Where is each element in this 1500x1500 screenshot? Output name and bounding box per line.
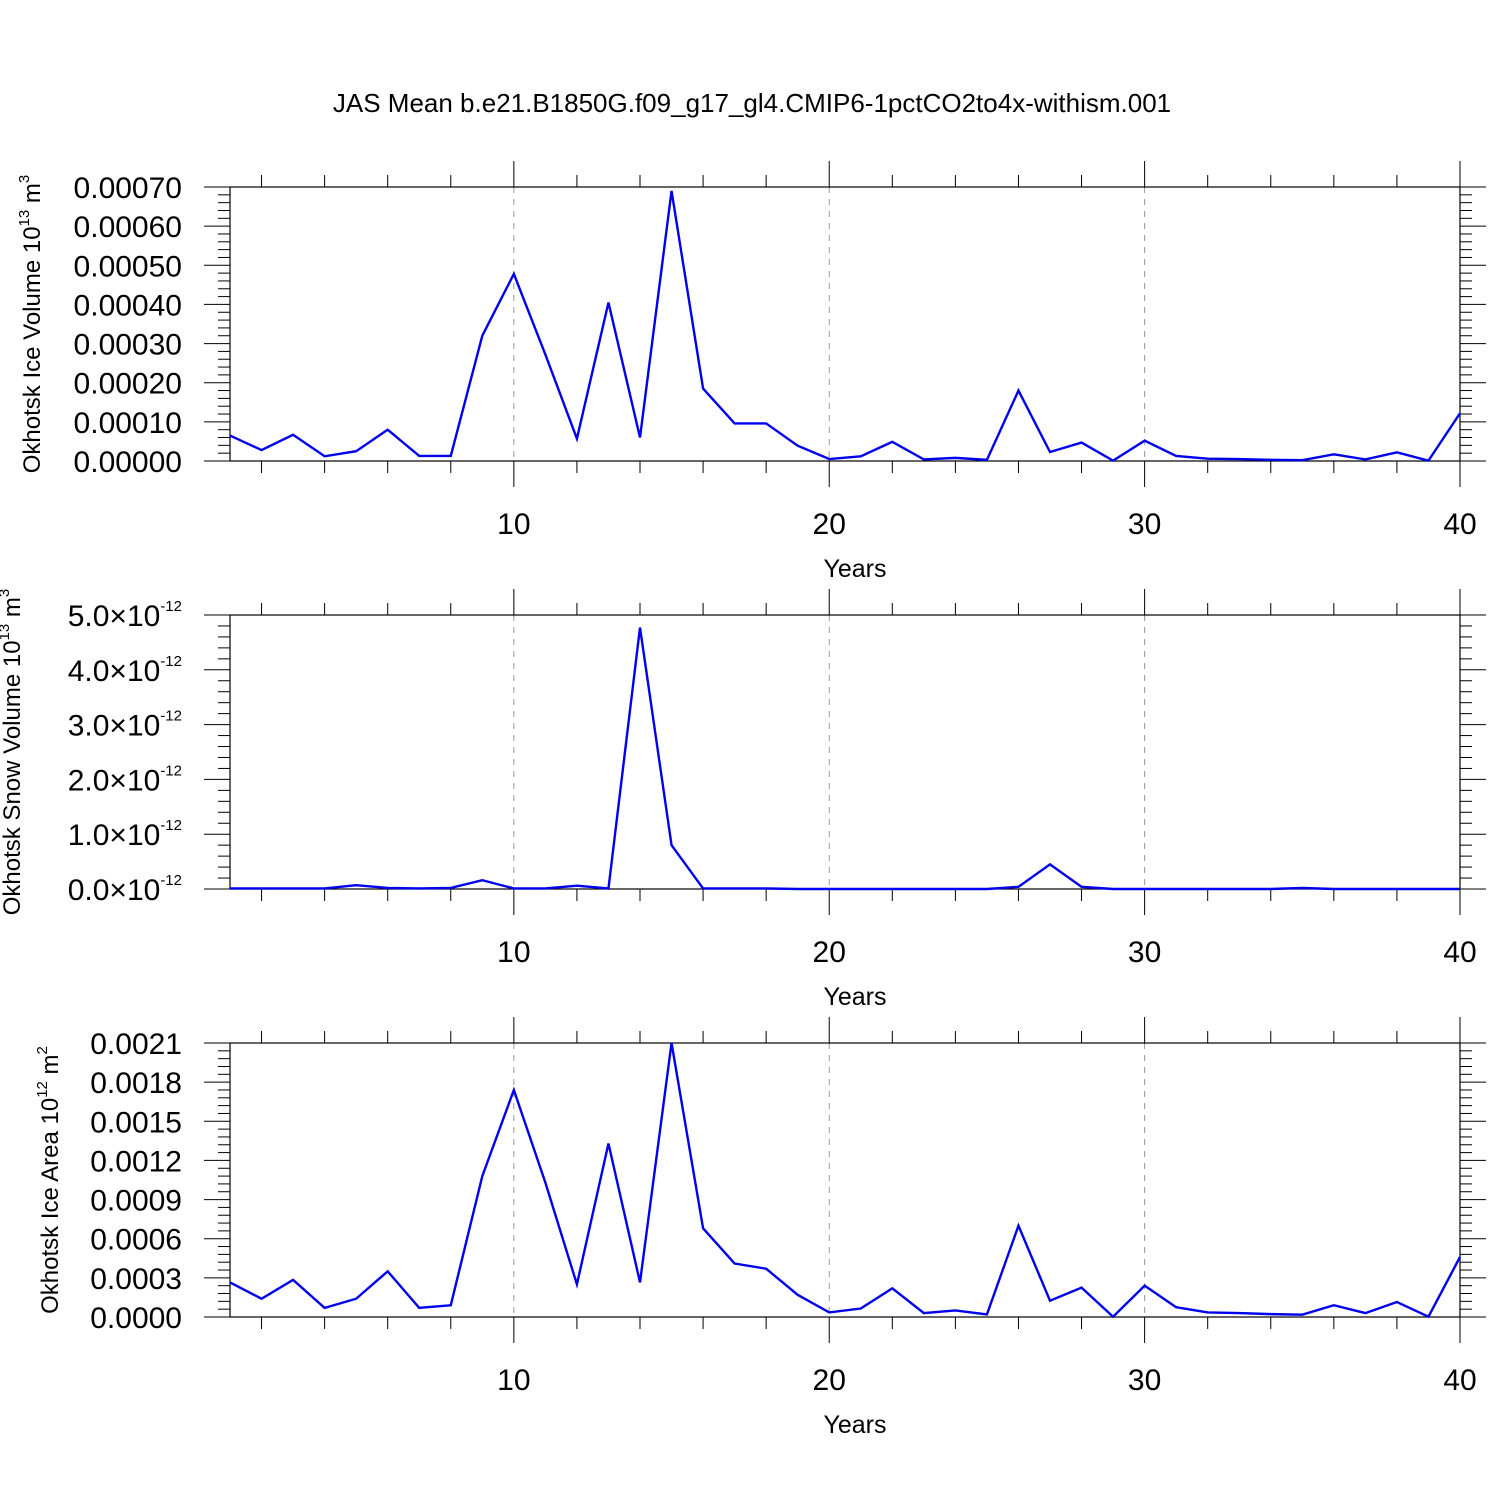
- panel-2: 10 20 30 40 0.0×10-12 1.0×10-12 2.0×10-12 3.0×1…: [0, 589, 1486, 1011]
- y-tick-label: 1.0×10-12: [68, 817, 182, 852]
- panel-3: 10 20 30 40 0.0000 0.0003 0.0006 0.0009 0.0012 0.…: [34, 1017, 1486, 1439]
- y-tick-label: 0.00010: [74, 407, 182, 440]
- y-tick-label: 0.00070: [74, 172, 182, 205]
- x-axis-label: Years: [823, 983, 886, 1011]
- y-tick-label: 0.00050: [74, 250, 182, 283]
- y-tick-label: 0.00030: [74, 329, 182, 362]
- panel-1: 10 20 30 40 0.00000 0.00010 0.00020 0.00030 0.00…: [16, 161, 1486, 583]
- x-tick-label: 10: [497, 508, 530, 541]
- y-axis-label: Okhotsk Snow Volume 1013 m3: [0, 589, 26, 916]
- y-tick-label: 5.0×10-12: [68, 598, 182, 633]
- y-tick-label: 0.0021: [90, 1028, 182, 1061]
- x-tick-label: 10: [497, 1364, 530, 1397]
- plot-frame: [229, 614, 1461, 890]
- data-series-line: [229, 190, 1461, 463]
- x-tick-label: 30: [1128, 1364, 1161, 1397]
- y-tick-label: 3.0×10-12: [68, 708, 182, 743]
- y-tick-label: 0.0006: [90, 1224, 182, 1257]
- x-tick-label: 20: [813, 936, 846, 969]
- x-tick-label: 20: [813, 508, 846, 541]
- y-tick-label: 0.0009: [90, 1185, 182, 1218]
- data-series-line: [229, 1042, 1462, 1319]
- x-axis-label: Years: [823, 1411, 886, 1439]
- x-tick-label: 20: [813, 1364, 846, 1397]
- x-tick-label: 30: [1128, 936, 1161, 969]
- data-series-line: [230, 627, 1460, 891]
- x-tick-label: 40: [1443, 936, 1476, 969]
- y-tick-label: 4.0×10-12: [68, 653, 182, 688]
- x-tick-label: 10: [497, 936, 530, 969]
- x-axis-label: Years: [823, 555, 886, 583]
- y-tick-label: 0.0015: [90, 1106, 182, 1139]
- x-tick-label: 40: [1443, 508, 1476, 541]
- y-tick-label: 0.00000: [74, 446, 182, 479]
- y-tick-label: 0.0018: [90, 1067, 182, 1100]
- plot-frame: [229, 1042, 1461, 1318]
- plot-frame: [229, 186, 1461, 462]
- chart-title: JAS Mean b.e21.B1850G.f09_g17_gl4.CMIP6-…: [333, 88, 1171, 118]
- y-tick-label: 0.00020: [74, 368, 182, 401]
- y-axis-label: Okhotsk Ice Area 1012 m2: [34, 1046, 64, 1314]
- y-tick-label: 0.0012: [90, 1145, 182, 1178]
- y-tick-label: 2.0×10-12: [68, 762, 182, 797]
- y-tick-label: 0.0×10-12: [68, 872, 182, 907]
- y-tick-label: 0.00060: [74, 211, 182, 244]
- y-tick-label: 0.0003: [90, 1263, 182, 1296]
- y-axis-label: Okhotsk Ice Volume 1013 m3: [16, 175, 46, 474]
- y-tick-label: 0.0000: [90, 1302, 182, 1335]
- x-tick-label: 30: [1128, 508, 1161, 541]
- y-tick-label: 0.00040: [74, 289, 182, 322]
- x-tick-label: 40: [1443, 1364, 1476, 1397]
